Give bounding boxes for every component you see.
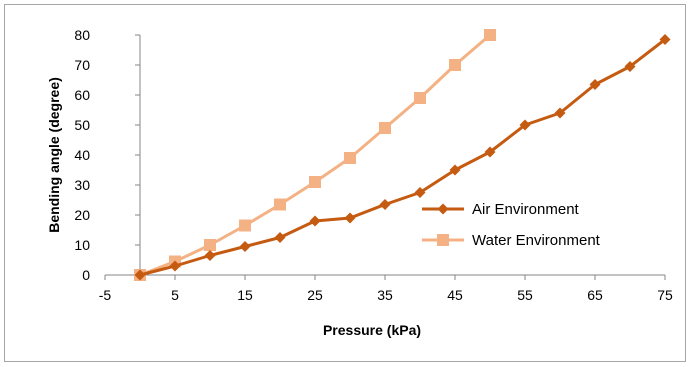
y-tick-label: 20 xyxy=(74,207,90,223)
data-point xyxy=(484,29,496,41)
y-tick-label: 30 xyxy=(74,177,90,193)
data-point xyxy=(274,198,286,211)
x-tick-label: 65 xyxy=(587,287,603,303)
y-tick-label: 80 xyxy=(74,27,90,43)
y-tick-label: 40 xyxy=(74,147,90,163)
data-point xyxy=(484,146,496,158)
y-axis-title: Bending angle (degree) xyxy=(46,77,62,233)
data-point xyxy=(204,239,216,251)
x-tick-label: -5 xyxy=(99,287,112,303)
legend: Air Environment Water Environment xyxy=(422,201,601,249)
data-point xyxy=(624,61,636,72)
data-point xyxy=(519,119,531,131)
data-point xyxy=(344,212,356,224)
series-line xyxy=(139,38,666,277)
legend-item: Water Environment xyxy=(422,232,601,249)
series-layer xyxy=(134,29,671,281)
data-point xyxy=(239,241,251,252)
y-tick-label: 50 xyxy=(74,117,90,133)
x-tick-label: 25 xyxy=(307,287,323,303)
y-tick-label: 10 xyxy=(74,237,90,253)
x-tick-label: 45 xyxy=(447,287,463,303)
data-point xyxy=(379,199,391,210)
y-tick-label: 0 xyxy=(82,267,90,283)
data-point xyxy=(414,187,426,198)
data-point xyxy=(449,164,461,176)
legend-label: Air Environment xyxy=(472,201,580,218)
data-point xyxy=(204,250,216,261)
series-air xyxy=(134,34,671,281)
data-point xyxy=(274,232,286,243)
x-tick-label: 35 xyxy=(377,287,393,303)
y-tick-label: 60 xyxy=(74,87,90,103)
data-point xyxy=(554,107,566,119)
data-point xyxy=(239,219,251,232)
data-point xyxy=(414,92,426,104)
data-point xyxy=(344,152,356,164)
legend-label: Water Environment xyxy=(472,232,601,249)
data-point xyxy=(659,34,671,45)
x-tick-label: 5 xyxy=(171,287,179,303)
series-water xyxy=(134,29,496,281)
legend-item: Air Environment xyxy=(422,201,580,218)
x-tick-label: 75 xyxy=(657,287,673,303)
x-tick-label: 15 xyxy=(237,287,253,303)
data-point xyxy=(309,215,321,227)
legend-swatch-marker xyxy=(437,203,449,215)
x-tick-label: 55 xyxy=(517,287,533,303)
data-point xyxy=(379,122,391,134)
data-point xyxy=(309,176,321,188)
legend-swatch-marker xyxy=(437,234,449,246)
y-tick-label: 70 xyxy=(74,57,90,73)
data-point xyxy=(169,260,181,272)
axes xyxy=(104,34,666,280)
x-axis-title: Pressure (kPa) xyxy=(323,322,421,338)
chart-frame xyxy=(4,4,686,362)
data-point xyxy=(134,269,146,281)
tick-labels: 0 10 20 30 40 50 60 70 80 -5 5 15 25 35 45 55 65 75 xyxy=(74,27,673,303)
data-point xyxy=(589,79,601,90)
data-point xyxy=(449,59,461,71)
